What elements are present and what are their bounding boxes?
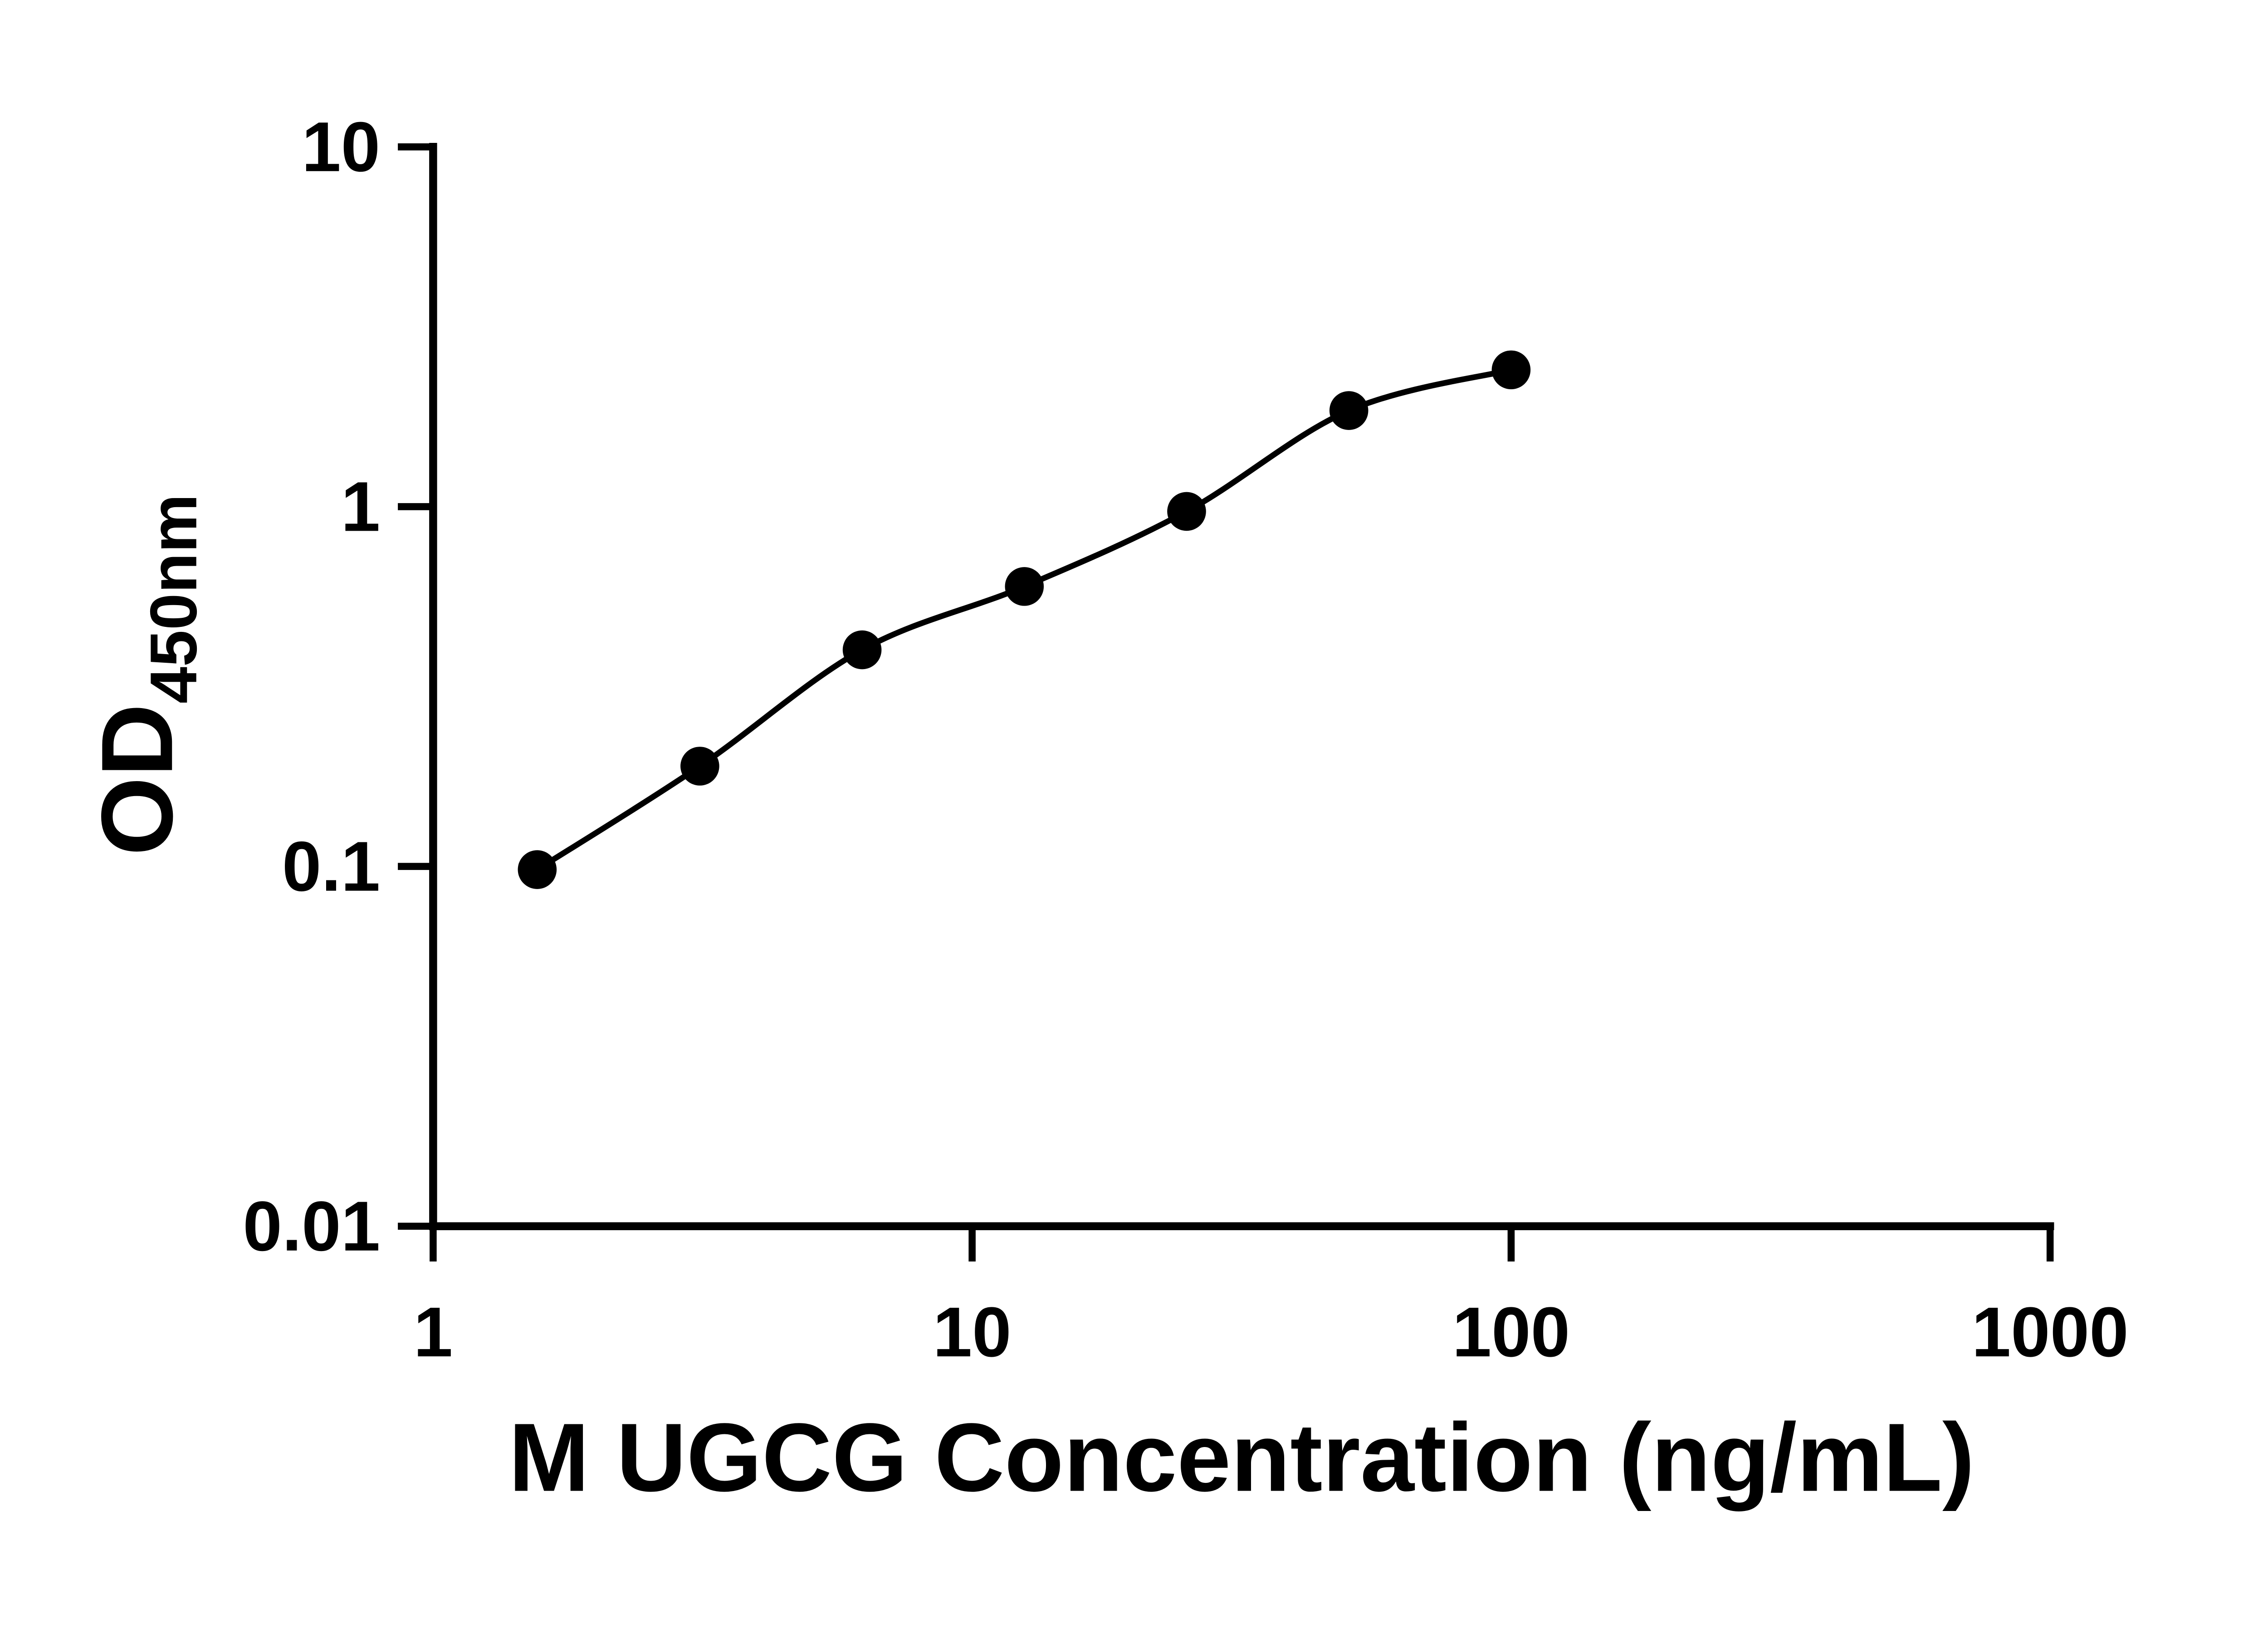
data-point-marker bbox=[842, 630, 882, 670]
y-tick-label: 10 bbox=[302, 107, 380, 186]
x-tick-label: 1 bbox=[414, 1292, 453, 1371]
fit-curve-path bbox=[534, 367, 1514, 873]
axis-lines bbox=[429, 143, 2054, 1230]
axes bbox=[429, 143, 2054, 1230]
data-point-marker bbox=[1491, 350, 1531, 390]
data-point-marker bbox=[1167, 492, 1206, 531]
x-axis-title: M UGCG Concentration (ng/mL) bbox=[508, 1403, 1975, 1512]
fit-curve bbox=[534, 367, 1514, 873]
y-tick-label: 0.1 bbox=[282, 827, 380, 906]
x-tick-label: 1000 bbox=[1972, 1292, 2129, 1371]
x-tick-label: 10 bbox=[933, 1292, 1012, 1371]
data-point-marker bbox=[1329, 391, 1369, 430]
y-axis-title: OD450nm bbox=[81, 494, 210, 856]
y-axis-title-main: OD bbox=[81, 704, 194, 856]
y-tick-label: 1 bbox=[341, 467, 381, 546]
chart-canvas: 1 10 100 1000 0.01 0.1 1 10 M UGCG Concentratio… bbox=[81, 107, 2129, 1512]
y-axis-title-subscript: 450nm bbox=[137, 494, 210, 704]
tick-marks bbox=[398, 143, 2054, 1262]
x-tick-label: 100 bbox=[1452, 1292, 1570, 1371]
standard-curve-figure: 1 10 100 1000 0.01 0.1 1 10 M UGCG Concentratio… bbox=[81, 107, 2129, 1512]
data-point-marker bbox=[518, 850, 557, 889]
y-tick-label: 0.01 bbox=[243, 1187, 380, 1266]
tick-labels: 1 10 100 1000 0.01 0.1 1 10 bbox=[243, 107, 2128, 1371]
data-point-marker bbox=[1005, 567, 1044, 606]
data-points bbox=[518, 350, 1531, 889]
data-point-marker bbox=[680, 747, 719, 786]
